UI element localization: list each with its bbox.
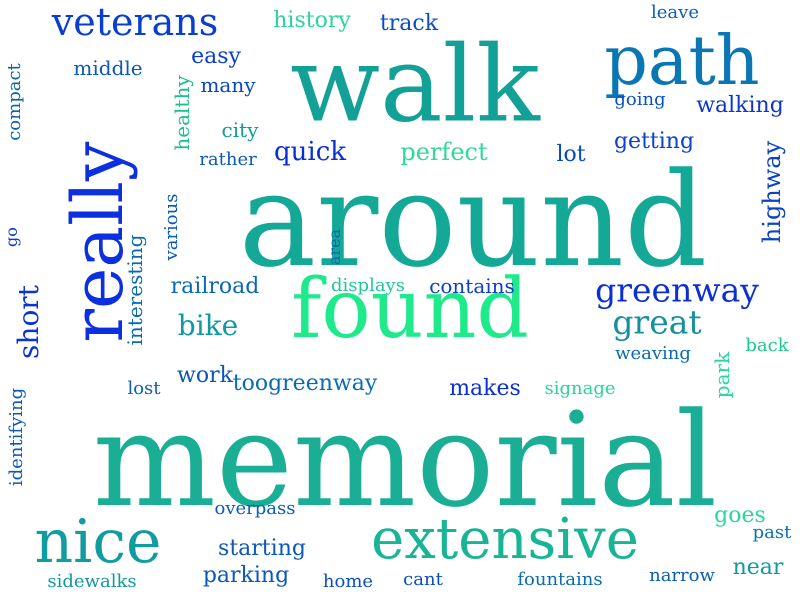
word-park: park	[710, 351, 734, 399]
word-path: path	[604, 22, 760, 101]
word-greenway: greenway	[595, 270, 759, 310]
word-interesting: interesting	[123, 234, 147, 346]
word-go: go	[2, 227, 21, 247]
word-middle: middle	[73, 56, 143, 80]
word-extensive: extensive	[371, 507, 639, 572]
word-lost: lost	[127, 378, 161, 399]
word-near: near	[732, 555, 784, 580]
word-perfect: perfect	[400, 138, 488, 166]
word-short: short	[12, 285, 45, 359]
word-leave: leave	[651, 2, 699, 23]
word-track: track	[379, 11, 439, 36]
word-parking: parking	[202, 563, 290, 588]
word-identifying: identifying	[6, 387, 27, 487]
word-veterans: veterans	[51, 0, 219, 44]
word-many: many	[200, 73, 256, 97]
word-cant: cant	[403, 569, 443, 590]
word-city: city	[221, 118, 259, 142]
word-bike: bike	[177, 309, 239, 342]
word-starting: starting	[218, 536, 306, 561]
word-signage: signage	[544, 378, 616, 399]
word-area: area	[325, 228, 344, 266]
word-lot: lot	[556, 142, 586, 167]
word-easy: easy	[191, 44, 241, 69]
word-weaving: weaving	[615, 343, 691, 364]
word-narrow: narrow	[649, 565, 715, 586]
word-contains: contains	[429, 274, 515, 298]
word-various: various	[161, 193, 182, 261]
word-walk: walk	[290, 23, 540, 146]
word-walking: walking	[696, 93, 784, 118]
word-toogreenway: toogreenway	[232, 371, 378, 396]
word-displays: displays	[331, 275, 405, 296]
word-found: found	[291, 262, 529, 357]
word-going: going	[614, 89, 666, 110]
word-quick: quick	[273, 137, 347, 167]
word-back: back	[745, 335, 789, 356]
word-home: home	[322, 571, 374, 592]
word-history: history	[273, 8, 351, 33]
word-fountains: fountains	[517, 569, 603, 590]
word-highway: highway	[758, 140, 786, 244]
word-around: around	[238, 144, 708, 296]
word-healthy: healthy	[170, 75, 194, 151]
word-makes: makes	[449, 376, 521, 401]
word-railroad: railroad	[170, 274, 260, 299]
word-work: work	[177, 363, 233, 388]
word-past: past	[752, 522, 792, 543]
word-sidewalks: sidewalks	[47, 571, 137, 592]
word-overpass: overpass	[214, 498, 296, 519]
word-nice: nice	[34, 507, 162, 577]
word-great: great	[612, 302, 702, 342]
word-goes: goes	[714, 503, 766, 528]
word-rather: rather	[199, 149, 257, 170]
word-getting: getting	[613, 129, 695, 154]
word-memorial: memorial	[92, 384, 718, 536]
word-compact: compact	[4, 63, 25, 141]
